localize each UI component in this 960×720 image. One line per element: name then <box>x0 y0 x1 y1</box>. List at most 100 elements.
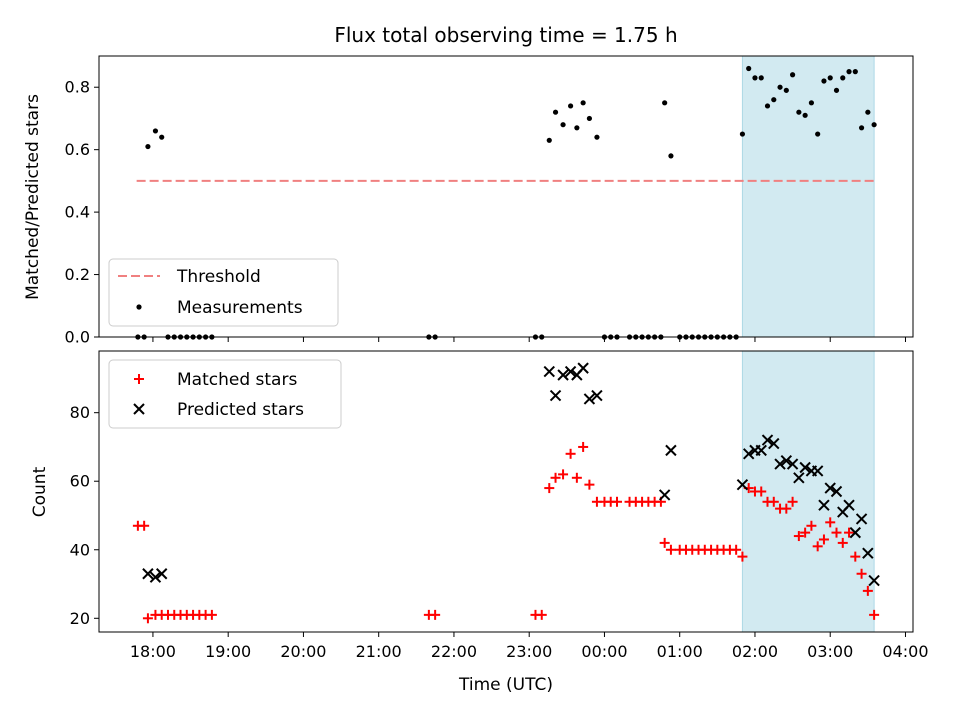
predicted-star-point <box>768 437 780 450</box>
x-tick-label: 18:00 <box>130 642 176 661</box>
measurement-point <box>145 143 151 150</box>
matched-star-point <box>430 609 441 620</box>
cross-b <box>868 574 880 587</box>
matched-star-point <box>565 448 576 459</box>
measurement-point <box>771 97 777 103</box>
predicted-star-point <box>142 568 154 580</box>
measurement-point <box>574 125 580 131</box>
y-tick-label: 0.8 <box>65 78 90 97</box>
predicted-star-point <box>799 461 811 474</box>
predicted-star-point <box>755 444 767 457</box>
matched-star-point <box>825 517 836 528</box>
cross-b <box>156 568 168 580</box>
predicted-star-point <box>557 369 569 381</box>
cross-b <box>818 499 830 511</box>
cross-b <box>761 434 774 446</box>
x-tick-label: 21:00 <box>356 642 402 661</box>
x-tick-label: 23:00 <box>506 642 552 661</box>
cross-b <box>755 444 767 457</box>
x-tick-label: 22:00 <box>431 642 477 661</box>
cross-b <box>133 403 145 415</box>
cross-b <box>658 489 671 501</box>
cross-b <box>742 448 755 460</box>
y-tick-label: 60 <box>70 472 90 491</box>
predicted-star-point <box>868 574 880 587</box>
legend-measurements-swatch <box>136 304 142 310</box>
matched-star-point <box>812 541 823 552</box>
y-tick-label: 20 <box>70 609 90 628</box>
measurement-point <box>833 87 840 93</box>
legend-matched-swatch <box>134 374 144 384</box>
x-tick-label: 04:00 <box>882 642 928 661</box>
predicted-star-point <box>843 499 855 511</box>
matched-star-point <box>837 537 848 548</box>
predicted-star-point <box>549 389 562 402</box>
measurement-point <box>752 75 758 81</box>
measurement-point <box>796 109 802 115</box>
cross-b <box>830 485 843 498</box>
measurement-point <box>546 137 552 143</box>
x-axis-label: Time (UTC) <box>458 675 553 695</box>
matched-star-point <box>139 520 150 531</box>
predicted-star-point <box>742 448 755 460</box>
x-tick-label: 02:00 <box>732 642 778 661</box>
top-x-ticks <box>152 337 906 342</box>
cross-b <box>780 454 793 467</box>
legend-predicted-swatch <box>133 403 145 415</box>
y-tick-label: 0.2 <box>65 265 90 284</box>
predicted-star-point <box>736 478 749 491</box>
measurement-point <box>808 100 815 106</box>
matched-star-point <box>856 568 867 579</box>
legend-predicted-label: Predicted stars <box>177 400 304 420</box>
matched-star-point <box>571 472 582 483</box>
x-tick-label: 03:00 <box>807 642 853 661</box>
matched-star-point <box>768 496 779 507</box>
measurement-point <box>815 131 821 137</box>
legend-plus-marker <box>134 374 144 384</box>
matched-star-point <box>850 551 861 562</box>
cross-b <box>736 478 749 491</box>
matched-star-point <box>756 486 767 497</box>
measurement-point <box>662 100 668 106</box>
measurement-point <box>746 65 752 72</box>
matched-star-point <box>584 479 595 490</box>
cross-b <box>799 461 811 474</box>
matched-star-point <box>862 585 873 596</box>
bottom-x-ticks: 18:00 19:00 20:00 21:00 22:00 23:00 00:00 01:00… <box>130 632 929 661</box>
top-y-ticks: 0.0 0.2 0.4 0.6 0.8 <box>65 78 99 347</box>
predicted-star-point <box>543 365 555 378</box>
matched-star-point <box>787 496 798 507</box>
matched-star-point <box>659 537 670 548</box>
cross-b <box>149 571 162 583</box>
measurement-point <box>594 134 600 140</box>
y-tick-label: 0.6 <box>65 140 90 159</box>
predicted-star-point <box>849 526 862 539</box>
cross-b <box>665 444 677 457</box>
matched-star-point <box>800 527 811 538</box>
measurement-point <box>152 128 159 134</box>
predicted-star-point <box>824 482 836 494</box>
measurement-point <box>789 72 796 78</box>
matched-star-point <box>818 534 829 545</box>
predicted-star-point <box>830 485 843 498</box>
matched-star-point <box>665 544 676 555</box>
matched-star-point <box>731 544 742 555</box>
measurement-point <box>852 69 858 75</box>
measurement-point <box>552 109 559 115</box>
top-legend: Threshold Measurements <box>108 258 339 327</box>
cross-b <box>557 369 569 381</box>
measurement-point <box>871 122 877 128</box>
top-panel: 0.00.20.40.60.8 Matched/Predicted stars … <box>23 55 914 347</box>
predicted-star-point <box>793 472 805 484</box>
matched-star-point <box>142 613 153 624</box>
x-tick-label: 20:00 <box>280 642 326 661</box>
measurement-point <box>159 134 165 140</box>
y-tick-label: 80 <box>70 403 90 422</box>
predicted-star-point <box>149 571 162 583</box>
legend-matched-label: Matched stars <box>177 370 297 390</box>
matched-star-point <box>737 551 748 562</box>
cross-b <box>849 526 862 539</box>
cross-b <box>824 482 836 494</box>
x-tick-label: 00:00 <box>581 642 627 661</box>
measurement-point <box>580 100 586 106</box>
